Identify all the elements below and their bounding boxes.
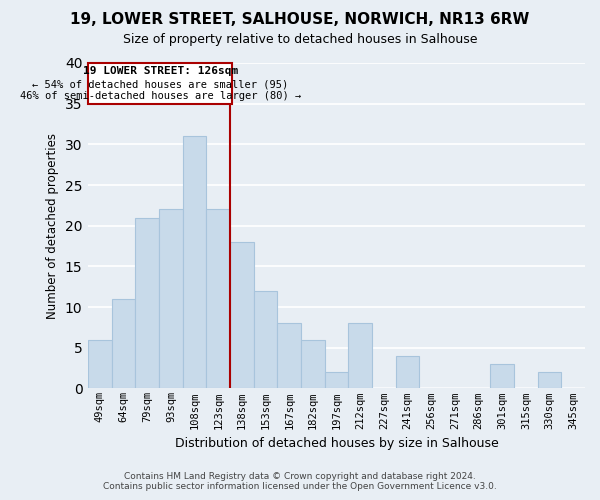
Bar bbox=[112, 299, 136, 388]
Bar bbox=[325, 372, 349, 388]
Bar bbox=[490, 364, 514, 388]
Bar bbox=[88, 63, 232, 104]
Bar bbox=[396, 356, 419, 388]
Bar bbox=[183, 136, 206, 388]
Text: Size of property relative to detached houses in Salhouse: Size of property relative to detached ho… bbox=[123, 32, 477, 46]
Bar bbox=[538, 372, 562, 388]
Text: Contains HM Land Registry data © Crown copyright and database right 2024.
Contai: Contains HM Land Registry data © Crown c… bbox=[103, 472, 497, 491]
Text: 19, LOWER STREET, SALHOUSE, NORWICH, NR13 6RW: 19, LOWER STREET, SALHOUSE, NORWICH, NR1… bbox=[70, 12, 530, 28]
Text: 19 LOWER STREET: 126sqm: 19 LOWER STREET: 126sqm bbox=[83, 66, 238, 76]
Bar bbox=[206, 210, 230, 388]
Bar bbox=[301, 340, 325, 388]
Bar bbox=[277, 324, 301, 388]
Text: 46% of semi-detached houses are larger (80) →: 46% of semi-detached houses are larger (… bbox=[20, 92, 301, 102]
Bar bbox=[254, 291, 277, 388]
Bar bbox=[349, 324, 372, 388]
Bar bbox=[230, 242, 254, 388]
Bar bbox=[88, 340, 112, 388]
Bar bbox=[159, 210, 183, 388]
Text: ← 54% of detached houses are smaller (95): ← 54% of detached houses are smaller (95… bbox=[32, 79, 289, 89]
Bar bbox=[136, 218, 159, 388]
Y-axis label: Number of detached properties: Number of detached properties bbox=[46, 132, 59, 318]
X-axis label: Distribution of detached houses by size in Salhouse: Distribution of detached houses by size … bbox=[175, 437, 499, 450]
